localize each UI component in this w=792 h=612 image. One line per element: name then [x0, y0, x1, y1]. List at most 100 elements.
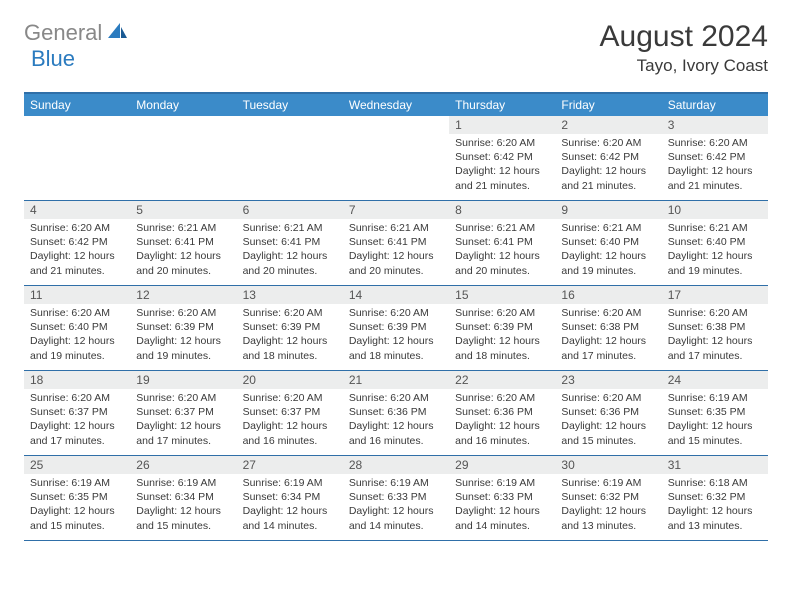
logo-text-general: General: [24, 20, 102, 46]
cell-body: Sunrise: 6:19 AMSunset: 6:32 PMDaylight:…: [555, 474, 661, 537]
cell-body: Sunrise: 6:20 AMSunset: 6:42 PMDaylight:…: [555, 134, 661, 197]
cell-line: Sunset: 6:42 PM: [668, 150, 762, 164]
date-number: 7: [343, 201, 449, 219]
cell-line: Daylight: 12 hours and 20 minutes.: [349, 249, 443, 277]
cell-line: Sunset: 6:41 PM: [136, 235, 230, 249]
cell-body: Sunrise: 6:20 AMSunset: 6:39 PMDaylight:…: [130, 304, 236, 367]
cell-body: Sunrise: 6:20 AMSunset: 6:39 PMDaylight:…: [449, 304, 555, 367]
day-header: Sunday: [24, 94, 130, 116]
cell-line: Daylight: 12 hours and 17 minutes.: [668, 334, 762, 362]
cell-body: Sunrise: 6:19 AMSunset: 6:34 PMDaylight:…: [237, 474, 343, 537]
cell-line: Daylight: 12 hours and 18 minutes.: [455, 334, 549, 362]
calendar-cell: 5Sunrise: 6:21 AMSunset: 6:41 PMDaylight…: [130, 201, 236, 285]
cell-body: Sunrise: 6:19 AMSunset: 6:35 PMDaylight:…: [662, 389, 768, 452]
logo-sail-icon: [106, 21, 128, 46]
date-number: 12: [130, 286, 236, 304]
calendar-cell: 14Sunrise: 6:20 AMSunset: 6:39 PMDayligh…: [343, 286, 449, 370]
cell-line: Sunrise: 6:21 AM: [668, 221, 762, 235]
cell-line: Sunset: 6:41 PM: [455, 235, 549, 249]
day-header: Monday: [130, 94, 236, 116]
cell-line: Daylight: 12 hours and 19 minutes.: [30, 334, 124, 362]
cell-line: Sunrise: 6:20 AM: [30, 391, 124, 405]
date-number: 1: [449, 116, 555, 134]
cell-body: [343, 134, 449, 140]
cell-body: Sunrise: 6:21 AMSunset: 6:40 PMDaylight:…: [555, 219, 661, 282]
cell-body: Sunrise: 6:20 AMSunset: 6:38 PMDaylight:…: [662, 304, 768, 367]
cell-line: Sunrise: 6:21 AM: [136, 221, 230, 235]
date-number: 8: [449, 201, 555, 219]
cell-line: Sunset: 6:42 PM: [455, 150, 549, 164]
cell-line: Daylight: 12 hours and 20 minutes.: [455, 249, 549, 277]
date-number: 16: [555, 286, 661, 304]
date-number: 5: [130, 201, 236, 219]
cell-line: Sunrise: 6:20 AM: [561, 136, 655, 150]
cell-line: Daylight: 12 hours and 14 minutes.: [243, 504, 337, 532]
cell-line: Sunrise: 6:19 AM: [349, 476, 443, 490]
cell-line: Daylight: 12 hours and 13 minutes.: [561, 504, 655, 532]
cell-body: Sunrise: 6:21 AMSunset: 6:41 PMDaylight:…: [130, 219, 236, 282]
cell-body: Sunrise: 6:19 AMSunset: 6:33 PMDaylight:…: [343, 474, 449, 537]
cell-line: Sunrise: 6:20 AM: [30, 306, 124, 320]
cell-line: Sunrise: 6:19 AM: [136, 476, 230, 490]
cell-body: Sunrise: 6:20 AMSunset: 6:37 PMDaylight:…: [130, 389, 236, 452]
cell-line: Daylight: 12 hours and 13 minutes.: [668, 504, 762, 532]
calendar-cell: 29Sunrise: 6:19 AMSunset: 6:33 PMDayligh…: [449, 456, 555, 540]
cell-line: Sunrise: 6:19 AM: [455, 476, 549, 490]
logo-blue-row: Blue: [31, 46, 75, 72]
cell-line: Sunset: 6:36 PM: [561, 405, 655, 419]
cell-line: Sunrise: 6:21 AM: [349, 221, 443, 235]
cell-line: Daylight: 12 hours and 14 minutes.: [455, 504, 549, 532]
date-number: 21: [343, 371, 449, 389]
calendar-cell: 11Sunrise: 6:20 AMSunset: 6:40 PMDayligh…: [24, 286, 130, 370]
calendar-cell: [130, 116, 236, 200]
cell-line: Sunset: 6:37 PM: [243, 405, 337, 419]
date-number: 18: [24, 371, 130, 389]
calendar-cell: 16Sunrise: 6:20 AMSunset: 6:38 PMDayligh…: [555, 286, 661, 370]
calendar-cell: 3Sunrise: 6:20 AMSunset: 6:42 PMDaylight…: [662, 116, 768, 200]
cell-body: Sunrise: 6:20 AMSunset: 6:37 PMDaylight:…: [24, 389, 130, 452]
cell-body: Sunrise: 6:20 AMSunset: 6:42 PMDaylight:…: [24, 219, 130, 282]
cell-line: Sunset: 6:40 PM: [30, 320, 124, 334]
cell-line: Sunset: 6:35 PM: [668, 405, 762, 419]
week-row: 18Sunrise: 6:20 AMSunset: 6:37 PMDayligh…: [24, 371, 768, 456]
calendar-cell: 7Sunrise: 6:21 AMSunset: 6:41 PMDaylight…: [343, 201, 449, 285]
cell-line: Sunrise: 6:19 AM: [243, 476, 337, 490]
date-number: 31: [662, 456, 768, 474]
calendar-cell: 21Sunrise: 6:20 AMSunset: 6:36 PMDayligh…: [343, 371, 449, 455]
cell-body: Sunrise: 6:20 AMSunset: 6:36 PMDaylight:…: [343, 389, 449, 452]
cell-line: Sunset: 6:36 PM: [349, 405, 443, 419]
cell-line: Sunrise: 6:19 AM: [561, 476, 655, 490]
cell-line: Sunrise: 6:20 AM: [349, 306, 443, 320]
cell-line: Sunset: 6:34 PM: [136, 490, 230, 504]
cell-line: Sunset: 6:39 PM: [349, 320, 443, 334]
cell-body: [237, 134, 343, 140]
title-block: August 2024 Tayo, Ivory Coast: [600, 20, 768, 76]
cell-body: Sunrise: 6:19 AMSunset: 6:35 PMDaylight:…: [24, 474, 130, 537]
calendar-cell: 31Sunrise: 6:18 AMSunset: 6:32 PMDayligh…: [662, 456, 768, 540]
calendar-cell: 18Sunrise: 6:20 AMSunset: 6:37 PMDayligh…: [24, 371, 130, 455]
cell-line: Sunrise: 6:20 AM: [136, 306, 230, 320]
cell-line: Daylight: 12 hours and 17 minutes.: [136, 419, 230, 447]
calendar-cell: 15Sunrise: 6:20 AMSunset: 6:39 PMDayligh…: [449, 286, 555, 370]
day-header: Tuesday: [237, 94, 343, 116]
cell-line: Daylight: 12 hours and 21 minutes.: [30, 249, 124, 277]
calendar-cell: [24, 116, 130, 200]
cell-line: Sunset: 6:34 PM: [243, 490, 337, 504]
cell-body: [130, 134, 236, 140]
cell-body: Sunrise: 6:21 AMSunset: 6:40 PMDaylight:…: [662, 219, 768, 282]
calendar-cell: 28Sunrise: 6:19 AMSunset: 6:33 PMDayligh…: [343, 456, 449, 540]
week-row: 25Sunrise: 6:19 AMSunset: 6:35 PMDayligh…: [24, 456, 768, 541]
cell-line: Daylight: 12 hours and 15 minutes.: [30, 504, 124, 532]
cell-body: Sunrise: 6:20 AMSunset: 6:42 PMDaylight:…: [662, 134, 768, 197]
cell-line: Sunset: 6:39 PM: [243, 320, 337, 334]
cell-body: Sunrise: 6:20 AMSunset: 6:37 PMDaylight:…: [237, 389, 343, 452]
cell-line: Sunrise: 6:21 AM: [455, 221, 549, 235]
calendar-cell: 24Sunrise: 6:19 AMSunset: 6:35 PMDayligh…: [662, 371, 768, 455]
date-number: 30: [555, 456, 661, 474]
date-number: 6: [237, 201, 343, 219]
cell-line: Sunset: 6:39 PM: [136, 320, 230, 334]
date-number: 26: [130, 456, 236, 474]
cell-line: Sunset: 6:40 PM: [668, 235, 762, 249]
cell-line: Daylight: 12 hours and 17 minutes.: [30, 419, 124, 447]
week-row: 1Sunrise: 6:20 AMSunset: 6:42 PMDaylight…: [24, 116, 768, 201]
